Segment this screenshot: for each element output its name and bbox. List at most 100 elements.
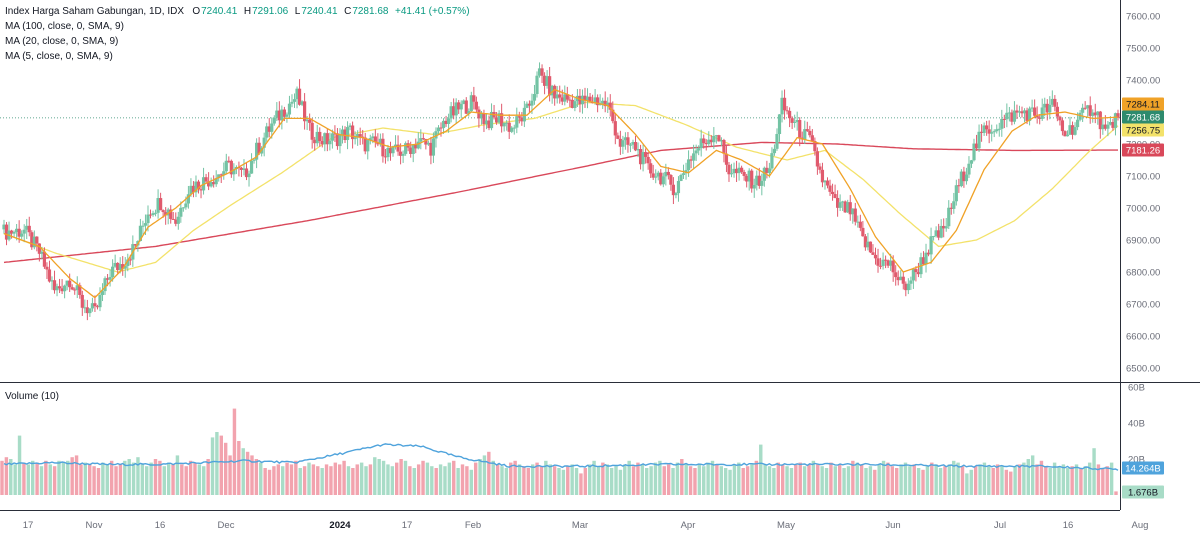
volume-bar [780, 464, 785, 495]
candle-body [439, 127, 443, 129]
candle-body [457, 102, 461, 110]
candle-body [848, 202, 852, 215]
candle-body [777, 114, 782, 135]
volume-bar [1079, 468, 1083, 495]
volume-bar [982, 462, 987, 495]
candle-body [40, 251, 44, 254]
candle-body [623, 137, 628, 141]
volume-bar [430, 466, 434, 495]
candle-body [414, 144, 418, 149]
candle-body [441, 120, 446, 129]
candle-body [1020, 111, 1024, 114]
volume-bar [881, 460, 886, 495]
candle-body [532, 94, 537, 101]
volume-bar [491, 460, 495, 495]
candle-body [782, 97, 787, 111]
volume-bar [772, 468, 776, 495]
candle-body [169, 209, 173, 219]
ma20-line [3, 101, 1119, 273]
time-tick-label: 17 [402, 520, 413, 531]
volume-bar [653, 462, 658, 495]
candle-body [401, 153, 405, 156]
volume-bar [1013, 466, 1017, 495]
volume-ma-layer [3, 443, 1119, 471]
volume-bar [215, 432, 219, 495]
volume-ma-line [3, 443, 1119, 471]
candle-body [952, 201, 956, 209]
candle-body [1007, 112, 1011, 114]
legend-ma5[interactable]: MA (5, close, 0, SMA, 9) [5, 51, 113, 62]
volume-bar [627, 460, 631, 495]
candle-body [338, 135, 342, 147]
candle-body [290, 101, 294, 104]
volume-bar [561, 469, 566, 495]
candle-body [328, 140, 332, 145]
volume-bar [57, 460, 61, 495]
candle-body [1103, 124, 1107, 129]
volume-bar [697, 464, 702, 495]
symbol-title: Index Harga Saham Gabungan, 1D, IDX [5, 6, 184, 17]
legend-ma100[interactable]: MA (100, close, 0, SMA, 9) [5, 21, 124, 32]
candle-body [585, 96, 590, 101]
volume-bar [763, 464, 767, 495]
volume-bar [88, 464, 92, 495]
volume-bar [39, 466, 44, 495]
volume-bar [320, 468, 324, 495]
candle-body [972, 143, 976, 161]
candle-body [270, 123, 274, 132]
candle-body [729, 173, 734, 175]
candle-body [674, 193, 678, 196]
candle-body [558, 94, 562, 98]
volume-bar [947, 464, 952, 495]
volume-bar [359, 462, 364, 495]
volume-bar [289, 464, 294, 495]
candle-body [633, 142, 638, 151]
volume-bar [1057, 466, 1061, 495]
volume-bar [583, 468, 588, 495]
candle-body [606, 102, 610, 107]
volume-bar [478, 459, 482, 495]
volume-bar [162, 466, 166, 495]
volume-bar [245, 451, 250, 495]
ohlc-values: O7240.41 H7291.06 L7240.41 C7281.68 +41.… [187, 6, 471, 17]
candle-body [699, 138, 703, 149]
candle-body [179, 207, 183, 217]
candle-body [671, 184, 676, 196]
candle-body [75, 285, 79, 291]
candle-body [153, 212, 158, 214]
candle-body [737, 167, 741, 174]
volume-bar [1030, 455, 1035, 495]
volume-bar [171, 464, 175, 495]
candle-body [914, 269, 918, 273]
candle-body [186, 194, 191, 204]
candle-body [320, 141, 324, 145]
candle-body [184, 203, 188, 208]
volume-bar [693, 468, 697, 495]
volume-bar [373, 457, 377, 495]
candle-body [189, 185, 193, 195]
volume-bar [294, 460, 298, 495]
volume-bar [640, 464, 645, 495]
candle-body [697, 148, 701, 151]
volume-bar [737, 462, 741, 495]
volume-bar [706, 462, 710, 495]
legend-ma20[interactable]: MA (20, close, 0, SMA, 9) [5, 36, 119, 47]
volume-bar [894, 468, 899, 495]
candle-body [4, 224, 9, 240]
candle-body [90, 303, 95, 309]
candle-body [239, 167, 244, 170]
candle-body [1070, 125, 1075, 135]
volume-bar [1039, 460, 1044, 495]
candle-body [906, 283, 910, 291]
candle-body [1086, 105, 1090, 109]
candle-body [118, 264, 122, 271]
candle-body [987, 129, 991, 134]
candle-body [199, 189, 203, 191]
candle-body [305, 119, 309, 122]
volume-legend[interactable]: Volume (10) [5, 391, 59, 402]
candle-body [22, 229, 26, 234]
volume-bar [798, 462, 802, 495]
candle-body [363, 137, 367, 152]
volume-bar [552, 466, 557, 495]
